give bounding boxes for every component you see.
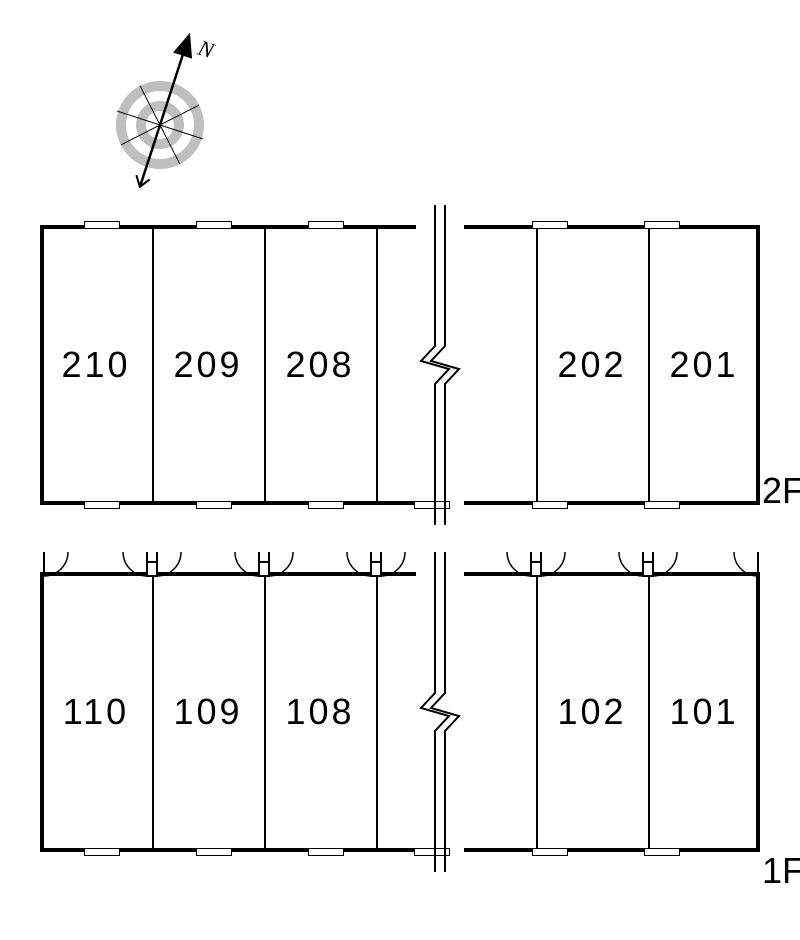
door-icon (119, 536, 185, 578)
door-icon (231, 536, 297, 578)
floor-label: 1F (762, 850, 800, 892)
unit-108: 108 (264, 572, 376, 852)
unit-label: 102 (557, 691, 626, 733)
window-tick (532, 501, 568, 509)
unit-101: 101 (648, 572, 760, 852)
unit-label: 108 (285, 691, 354, 733)
divider (376, 572, 378, 852)
window-tick (644, 848, 680, 856)
window-tick (196, 501, 232, 509)
window-tick (414, 501, 450, 509)
unit-208: 208 (264, 225, 376, 505)
window-tick (532, 848, 568, 856)
window-tick (414, 848, 450, 856)
unit-label: 201 (669, 344, 738, 386)
window-tick (196, 221, 232, 229)
window-tick (308, 848, 344, 856)
section-break-icon (411, 205, 469, 525)
unit-202: 202 (536, 225, 648, 505)
door-icon (730, 548, 760, 578)
unit-label: 208 (285, 344, 354, 386)
unit-210: 210 (40, 225, 152, 505)
door-icon (615, 536, 681, 578)
unit-label: 101 (669, 691, 738, 733)
window-tick (308, 221, 344, 229)
unit-label: 209 (173, 344, 242, 386)
window-tick (196, 848, 232, 856)
section-break-icon (411, 552, 469, 872)
unit-102: 102 (536, 572, 648, 852)
window-tick (84, 501, 120, 509)
window-tick (644, 221, 680, 229)
compass-label: N (194, 35, 218, 64)
floor-1F: 110 109 108 102 101 (40, 572, 760, 852)
window-tick (308, 501, 344, 509)
door-icon (42, 548, 72, 578)
window-tick (532, 221, 568, 229)
door-icon (343, 536, 409, 578)
door-icon (503, 536, 569, 578)
unit-109: 109 (152, 572, 264, 852)
unit-209: 209 (152, 225, 264, 505)
window-tick (644, 501, 680, 509)
unit-label: 109 (173, 691, 242, 733)
unit-label: 110 (63, 691, 129, 733)
floor-label: 2F (762, 470, 800, 512)
divider (376, 225, 378, 505)
floor-2F: 210 209 208 202 201 (40, 225, 760, 505)
unit-label: 202 (557, 344, 626, 386)
unit-201: 201 (648, 225, 760, 505)
compass-icon: N (95, 30, 225, 190)
unit-label: 210 (61, 344, 130, 386)
floorplan-canvas: N 210 209 208 202 201 2F 110 109 108 102 101 1F (0, 0, 800, 940)
window-tick (84, 221, 120, 229)
window-tick (84, 848, 120, 856)
unit-110: 110 (40, 572, 152, 852)
